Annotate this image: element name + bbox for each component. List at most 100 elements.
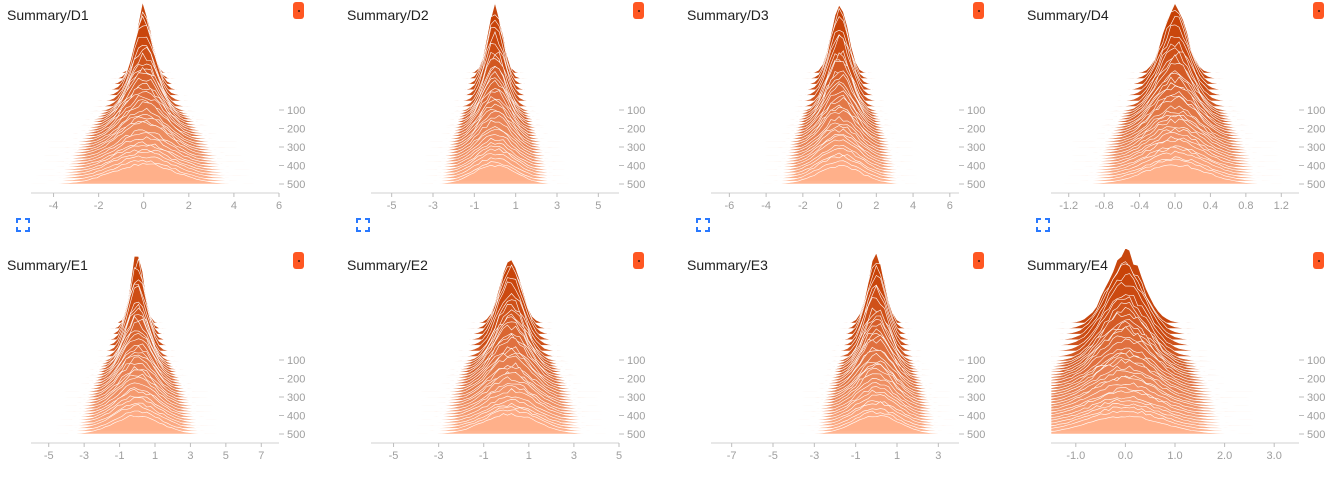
histogram-ridge [31, 285, 279, 352]
y-tick-label: 400 [627, 161, 645, 173]
histogram-ridge [31, 255, 279, 324]
histogram-card: Summary/D3 100 200 300 400 500 -6 -4 -2 0 2 4 6 [680, 0, 1000, 240]
x-tick-label: -1 [469, 200, 479, 212]
x-tick-label: -1.0 [1066, 450, 1085, 462]
x-tick-label: 4 [910, 200, 916, 212]
x-tick-label: -1 [851, 450, 861, 462]
histogram-ridge [711, 274, 959, 341]
run-color-badge[interactable] [1313, 2, 1324, 19]
y-tick-label: 100 [627, 355, 645, 367]
histogram-card: Summary/D1 100 200 300 400 500 -4 -2 0 2 4 6 [0, 0, 320, 240]
run-color-badge[interactable] [633, 252, 644, 269]
y-tick-label: 100 [287, 105, 305, 117]
x-tick-label: -4 [49, 200, 59, 212]
run-color-badge[interactable] [973, 252, 984, 269]
histogram-ridges [1051, 2, 1299, 185]
card-title: Summary/E4 [1027, 257, 1108, 273]
histogram-ridge [711, 323, 959, 373]
histogram-ridge [711, 315, 959, 367]
card-title: Summary/E2 [347, 257, 428, 273]
y-tick-label: 500 [1307, 179, 1325, 191]
x-tick-label: 3 [187, 450, 193, 462]
histogram-ridge [1050, 273, 1299, 341]
x-tick-label: 2.0 [1217, 450, 1232, 462]
expand-icon[interactable] [356, 218, 370, 232]
x-tick-label: 5 [616, 450, 622, 462]
y-tick-label: 400 [627, 411, 645, 423]
histogram-ridge [711, 307, 959, 362]
histogram-ridges [371, 1, 619, 185]
card-title: Summary/D2 [347, 7, 429, 23]
y-tick-label: 100 [287, 355, 305, 367]
histogram-ridge [1051, 164, 1299, 185]
x-tick-label: 1.0 [1167, 450, 1182, 462]
y-tick-label: 100 [627, 105, 645, 117]
y-tick-label: 300 [627, 142, 645, 154]
x-tick-label: -2 [94, 200, 104, 212]
x-tick-label: 3.0 [1267, 450, 1282, 462]
run-color-badge[interactable] [633, 2, 644, 19]
run-color-badge[interactable] [1313, 252, 1324, 269]
x-tick-label: 1 [894, 450, 900, 462]
x-tick-label: 5 [595, 200, 601, 212]
histogram-ridge [31, 338, 279, 381]
histogram-ridge [1050, 281, 1299, 346]
y-tick-label: 300 [967, 392, 985, 404]
y-tick-label: 100 [967, 105, 985, 117]
x-tick-label: -4 [761, 200, 771, 212]
x-tick-label: -0.4 [1130, 200, 1149, 212]
y-tick-label: 100 [1307, 105, 1325, 117]
histogram-chart: 100 200 300 400 500 -1.0 0.0 1.0 2.0 3.0 [1050, 247, 1325, 462]
x-tick-label: -1.2 [1059, 200, 1078, 212]
card-title: Summary/E1 [7, 257, 88, 273]
x-tick-label: 0.0 [1118, 450, 1133, 462]
histogram-ridge [711, 285, 959, 352]
x-tick-label: 1 [513, 200, 519, 212]
y-tick-label: 500 [627, 429, 645, 441]
y-tick-label: 500 [967, 179, 985, 191]
histogram-chart: 100 200 300 400 500 -5 -3 -1 1 3 5 7 [31, 255, 305, 462]
x-tick-label: -3 [809, 450, 819, 462]
x-tick-label: 0.4 [1203, 200, 1218, 212]
y-tick-label: 200 [287, 374, 305, 386]
run-color-badge[interactable] [293, 252, 304, 269]
y-tick-label: 100 [967, 355, 985, 367]
histogram-ridge [31, 388, 279, 418]
card-title: Summary/E3 [687, 257, 768, 273]
x-tick-label: 2 [186, 200, 192, 212]
y-tick-label: 500 [287, 179, 305, 191]
expand-icon[interactable] [16, 218, 30, 232]
histogram-ridge [31, 404, 279, 429]
y-tick-label: 200 [1307, 374, 1325, 386]
expand-icon[interactable] [1036, 218, 1050, 232]
x-tick-label: 4 [231, 200, 237, 212]
run-color-badge[interactable] [293, 2, 304, 19]
y-tick-label: 400 [967, 411, 985, 423]
run-color-badge[interactable] [973, 2, 984, 19]
card-title: Summary/D1 [7, 7, 89, 23]
histogram-ridges [1050, 247, 1299, 435]
histogram-ridge [371, 164, 619, 185]
histogram-ridge [371, 413, 619, 435]
expand-icon[interactable] [696, 218, 710, 232]
x-tick-label: 0.0 [1167, 200, 1182, 212]
histogram-ridges [31, 255, 279, 435]
histogram-ridge [1050, 263, 1299, 335]
x-tick-label: 6 [276, 200, 282, 212]
histogram-ridge [31, 279, 279, 341]
x-tick-label: 1 [526, 450, 532, 462]
y-tick-label: 300 [287, 392, 305, 404]
histogram-ridges [371, 259, 619, 435]
y-tick-label: 300 [287, 142, 305, 154]
x-tick-label: 3 [554, 200, 560, 212]
y-tick-label: 500 [967, 429, 985, 441]
x-tick-label: -0.8 [1095, 200, 1114, 212]
x-tick-label: 3 [935, 450, 941, 462]
x-tick-label: -3 [428, 200, 438, 212]
y-tick-label: 400 [967, 161, 985, 173]
histogram-ridge [711, 252, 959, 324]
y-tick-label: 100 [1307, 355, 1325, 367]
histogram-chart: 100 200 300 400 500 -4 -2 0 2 4 6 [30, 2, 305, 212]
histogram-ridge [711, 264, 959, 335]
histogram-chart: 100 200 300 400 500 -1.2 -0.8 -0.4 0.0 0.4 0.8 1.2 [1051, 2, 1325, 212]
